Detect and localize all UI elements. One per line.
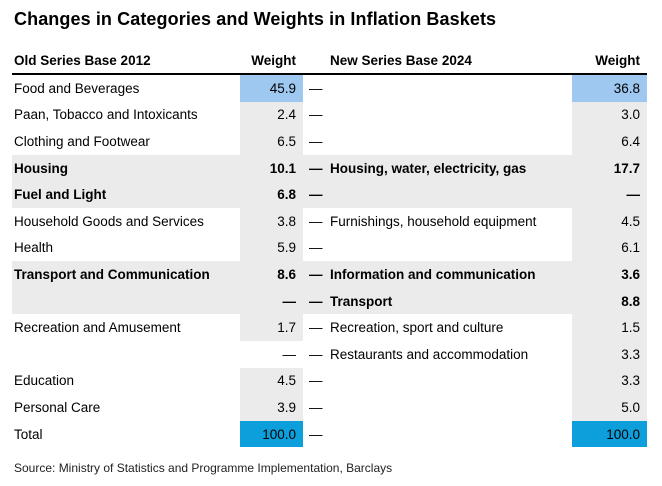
new-weight-cell: 8.8 [572, 287, 647, 315]
old-weight-cell: — [240, 287, 303, 315]
new-category-cell [330, 421, 572, 448]
source-note: Source: Ministry of Statistics and Progr… [14, 461, 393, 476]
new-category-cell [330, 181, 572, 208]
old-category-cell: Education [14, 373, 75, 389]
link-dash: — [309, 133, 323, 149]
table-row: Housing 10.1 — Housing, water, electrici… [12, 154, 647, 182]
old-category-cell: Recreation and Amusement [14, 320, 181, 336]
table-row: Health 5.9 — 6.1 [12, 234, 647, 262]
chart-title: Changes in Categories and Weights in Inf… [14, 9, 497, 29]
new-weight-cell: 4.5 [572, 207, 647, 235]
old-weight-cell: 3.8 [240, 207, 303, 235]
link-dash: — [309, 346, 323, 362]
new-weight-cell: 3.0 [572, 101, 647, 129]
link-dash: — [309, 107, 323, 123]
new-category-cell [330, 75, 572, 102]
new-weight-cell: 17.7 [572, 154, 647, 182]
old-category-cell: Clothing and Footwear [14, 133, 150, 149]
link-dash: — [309, 293, 323, 309]
old-weight-cell: 45.9 [240, 75, 303, 102]
new-weight-cell: 6.4 [572, 128, 647, 155]
table-row: Total 100.0 — 100.0 [12, 420, 647, 448]
new-category-cell [330, 368, 572, 395]
table-header-row: Old Series Base 2012 Weight New Series B… [12, 44, 647, 75]
table-row: Education 4.5 — 3.3 [12, 367, 647, 395]
link-dash: — [309, 266, 323, 282]
new-weight-cell: 1.5 [572, 314, 647, 341]
table-row: Food and Beverages 45.9 — 36.8 [12, 75, 647, 102]
new-category-cell [330, 128, 572, 155]
old-category-cell: Paan, Tobacco and Intoxicants [14, 107, 198, 123]
new-category-cell: Information and communication [330, 266, 536, 282]
old-weight-cell: 10.1 [240, 154, 303, 182]
new-weight-cell: 5.0 [572, 394, 647, 421]
new-weight-cell: — [572, 181, 647, 208]
new-weight-cell: 3.3 [572, 367, 647, 395]
new-weight-cell: 3.3 [572, 340, 647, 368]
link-dash: — [309, 240, 323, 256]
new-category-cell [330, 394, 572, 421]
link-dash: — [309, 373, 323, 389]
link-dash: — [309, 426, 323, 442]
table-row: Recreation and Amusement 1.7 — Recreatio… [12, 314, 647, 341]
new-weight-cell: 36.8 [572, 75, 647, 102]
table-row: Paan, Tobacco and Intoxicants 2.4 — 3.0 [12, 101, 647, 129]
old-weight-cell: 1.7 [240, 314, 303, 341]
table-body: Food and Beverages 45.9 — 36.8 Paan, Tob… [12, 75, 647, 448]
old-category-cell [12, 288, 240, 315]
header-old-series: Old Series Base 2012 [14, 53, 151, 68]
table-row: Transport and Communication 8.6 — Inform… [12, 261, 647, 288]
old-category-cell [12, 341, 240, 368]
new-category-cell: Housing, water, electricity, gas [330, 160, 527, 176]
link-dash: — [309, 80, 323, 96]
link-dash: — [309, 187, 323, 203]
old-weight-cell: 8.6 [240, 261, 303, 288]
header-new-series: New Series Base 2024 [330, 53, 472, 68]
old-weight-cell: 2.4 [240, 101, 303, 129]
new-category-cell: Recreation, sport and culture [330, 320, 504, 336]
table-row: — — Transport 8.8 [12, 287, 647, 315]
old-category-cell: Food and Beverages [14, 80, 140, 96]
old-weight-cell: 3.9 [240, 394, 303, 421]
link-dash: — [309, 160, 323, 176]
new-category-cell [330, 102, 572, 129]
table-row: Household Goods and Services 3.8 — Furni… [12, 207, 647, 235]
header-old-weight: Weight [251, 53, 296, 68]
old-category-cell: Total [14, 426, 43, 442]
old-weight-cell: 6.5 [240, 128, 303, 155]
new-weight-cell: 100.0 [572, 420, 647, 448]
old-category-cell: Personal Care [14, 399, 101, 415]
table-row: Clothing and Footwear 6.5 — 6.4 [12, 128, 647, 155]
old-weight-cell: 4.5 [240, 367, 303, 395]
old-weight-cell: 6.8 [240, 181, 303, 208]
new-weight-cell: 6.1 [572, 234, 647, 262]
table-row: Fuel and Light 6.8 — — [12, 181, 647, 208]
new-category-cell: Furnishings, household equipment [330, 213, 537, 229]
table-row: Personal Care 3.9 — 5.0 [12, 394, 647, 421]
new-weight-cell: 3.6 [572, 261, 647, 288]
old-category-cell: Transport and Communication [14, 266, 210, 282]
old-weight-cell: — [282, 346, 297, 362]
old-category-cell: Housing [14, 160, 68, 176]
header-new-weight: Weight [595, 53, 640, 68]
old-weight-cell: 5.9 [240, 234, 303, 262]
table-row: — — Restaurants and accommodation 3.3 [12, 340, 647, 368]
new-category-cell [330, 235, 572, 262]
link-dash: — [309, 320, 323, 336]
old-weight-cell: 100.0 [240, 420, 303, 448]
link-dash: — [309, 213, 323, 229]
old-category-cell: Household Goods and Services [14, 213, 204, 229]
new-category-cell: Restaurants and accommodation [330, 346, 529, 362]
new-category-cell: Transport [330, 293, 393, 309]
old-category-cell: Fuel and Light [14, 187, 107, 203]
old-category-cell: Health [14, 240, 54, 256]
link-dash: — [309, 399, 323, 415]
